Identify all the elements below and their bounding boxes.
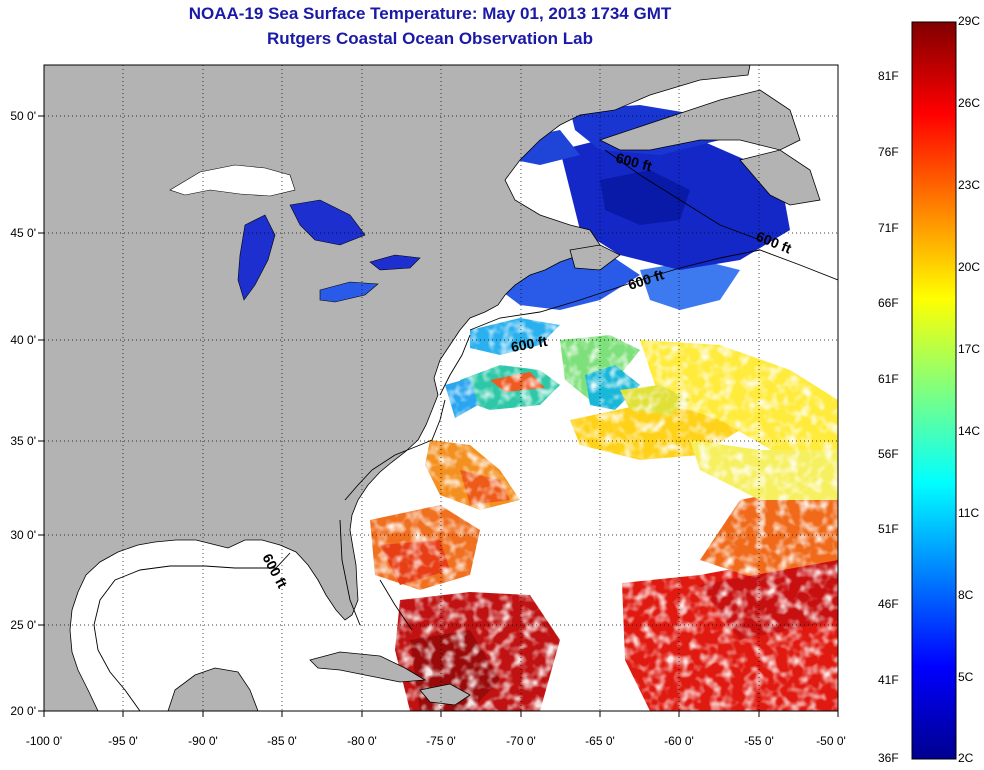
colorbar-celsius-label: 20C xyxy=(958,260,981,274)
tick-marks xyxy=(38,115,839,717)
colorbar-fahrenheit-label: 51F xyxy=(878,522,899,536)
lon-tick-label: -55 0' xyxy=(744,734,774,748)
graticule xyxy=(44,65,838,711)
lon-tick-label: -60 0' xyxy=(664,734,694,748)
lon-tick-label: -75 0' xyxy=(426,734,456,748)
colorbar-fahrenheit-label: 66F xyxy=(878,296,899,310)
lat-tick-label: 45 0' xyxy=(10,226,36,240)
colorbar-celsius-label: 26C xyxy=(958,96,981,110)
colorbar-celsius-label: 2C xyxy=(958,751,974,765)
lon-tick-label: -70 0' xyxy=(506,734,536,748)
map-title: NOAA-19 Sea Surface Temperature: May 01,… xyxy=(188,4,672,23)
lat-tick-label: 50 0' xyxy=(10,109,36,123)
colorbar-fahrenheit-label: 71F xyxy=(878,221,899,235)
map-subtitle: Rutgers Coastal Ocean Observation Lab xyxy=(267,29,593,48)
colorbar-celsius-label: 14C xyxy=(958,424,981,438)
colorbar-celsius-label: 11C xyxy=(958,506,980,520)
colorbar-celsius-label: 5C xyxy=(958,670,974,684)
colorbar-fahrenheit-label: 36F xyxy=(878,751,899,765)
lon-tick-label: -100 0' xyxy=(26,734,62,748)
contour-label: 600 ft xyxy=(510,333,549,355)
colorbar-celsius-label: 17C xyxy=(958,342,981,356)
colorbar-celsius-label: 29C xyxy=(958,14,981,28)
lat-tick-label: 25 0' xyxy=(10,618,36,632)
lon-tick-label: -95 0' xyxy=(108,734,138,748)
cloud-speckle xyxy=(360,320,838,711)
lon-tick-label: -50 0' xyxy=(816,734,846,748)
lon-tick-label: -80 0' xyxy=(347,734,377,748)
lon-tick-label: -90 0' xyxy=(188,734,218,748)
colorbar-fahrenheit-label: 61F xyxy=(878,372,899,386)
isobath-600ft xyxy=(93,149,838,711)
colorbar-celsius-label: 23C xyxy=(958,178,981,192)
lon-tick-label: -65 0' xyxy=(585,734,615,748)
colorbar-fahrenheit-label: 41F xyxy=(878,673,899,687)
colorbar-fahrenheit-label: 76F xyxy=(878,145,899,159)
colorbar-fahrenheit-label: 46F xyxy=(878,597,899,611)
lat-tick-label: 35 0' xyxy=(10,434,36,448)
colorbar-fahrenheit-label: 81F xyxy=(878,69,899,83)
land xyxy=(44,65,821,711)
great-lakes xyxy=(169,164,421,303)
lon-tick-label: -85 0' xyxy=(267,734,297,748)
colorbar xyxy=(911,21,957,760)
colorbar-fahrenheit-label: 56F xyxy=(878,447,899,461)
colorbar-celsius-label: 8C xyxy=(958,588,974,602)
lat-tick-label: 40 0' xyxy=(10,333,36,347)
lat-tick-label: 20 0' xyxy=(10,704,36,718)
lat-tick-label: 30 0' xyxy=(10,528,36,542)
